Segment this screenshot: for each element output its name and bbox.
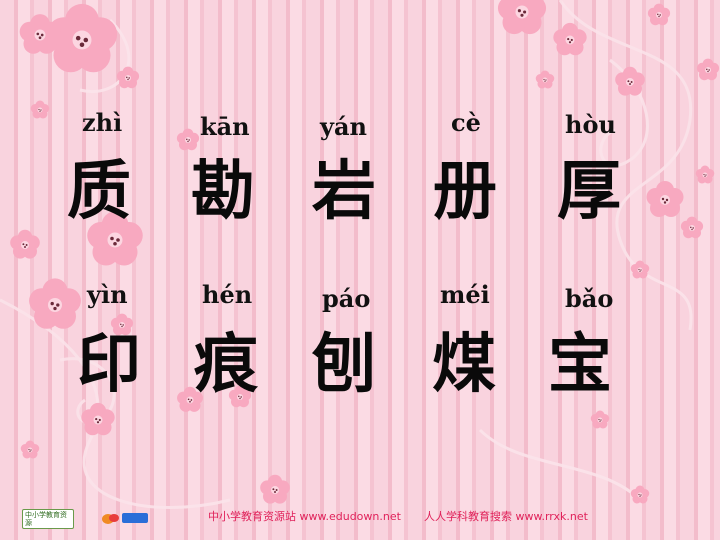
hanzi-hou: 厚 [557, 155, 621, 229]
xueke-logo-icon[interactable] [100, 509, 150, 527]
hanzi-pao: 刨 [312, 328, 376, 402]
pinyin-bao: bǎo [565, 284, 614, 313]
hanzi-zhi: 质 [67, 155, 131, 229]
hanzi-yan: 岩 [312, 155, 376, 229]
edudown-logo[interactable]: 中小学教育资源 [22, 509, 74, 529]
pinyin-kan: kān [200, 112, 250, 141]
pinyin-ce: cè [451, 108, 481, 137]
hanzi-kan: 勘 [191, 155, 255, 229]
pinyin-mei: méi [440, 280, 490, 309]
pinyin-pao: páo [322, 284, 371, 313]
footer-link-edudown[interactable]: 中小学教育资源站 www.edudown.net [208, 510, 401, 523]
hanzi-ce: 册 [433, 155, 497, 229]
pinyin-yan: yán [320, 112, 367, 141]
footer-link-rrxk[interactable]: 人人学科教育搜索 www.rrxk.net [424, 510, 588, 523]
pinyin-yin: yìn [87, 280, 128, 309]
pinyin-zhi: zhì [82, 108, 123, 137]
edudown-logo-text: 中小学教育资源 [25, 511, 67, 527]
pinyin-hen: hén [202, 280, 253, 309]
pinyin-hou: hòu [565, 110, 616, 139]
hanzi-yin: 印 [77, 328, 141, 402]
hanzi-hen: 痕 [194, 328, 258, 402]
hanzi-bao: 宝 [548, 328, 612, 402]
hanzi-mei: 煤 [432, 328, 496, 402]
